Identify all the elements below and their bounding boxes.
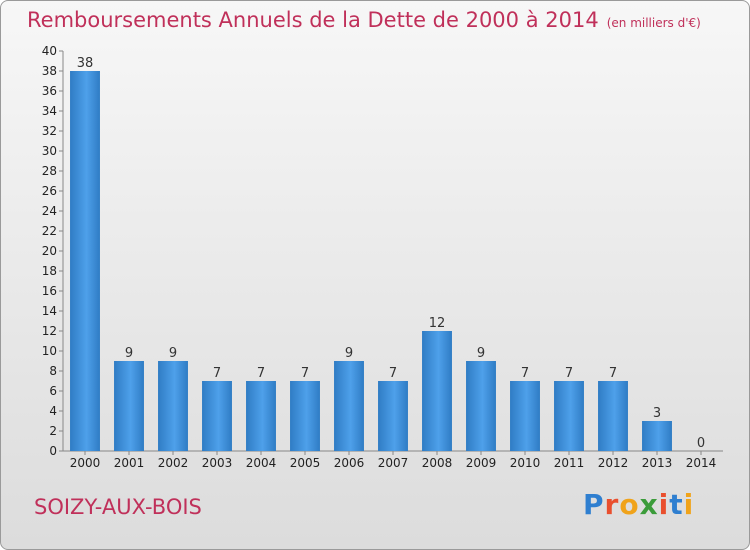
data-label: 7 — [609, 366, 617, 381]
y-tick-label: 8 — [49, 364, 57, 378]
x-tick-label: 2006 — [334, 456, 365, 470]
y-tick-label: 14 — [42, 304, 57, 318]
y-tick-label: 36 — [42, 84, 57, 98]
bar — [334, 361, 364, 451]
bar — [598, 381, 628, 451]
x-tick-label: 2000 — [70, 456, 101, 470]
bar — [378, 381, 408, 451]
data-label: 7 — [257, 366, 265, 381]
data-label: 9 — [477, 346, 485, 361]
y-tick-label: 30 — [42, 144, 57, 158]
y-tick-label: 22 — [42, 224, 57, 238]
data-label: 9 — [169, 346, 177, 361]
bar — [114, 361, 144, 451]
bar — [290, 381, 320, 451]
chart-title: Remboursements Annuels de la Dette de 20… — [27, 8, 701, 32]
y-tick-label: 28 — [42, 164, 57, 178]
y-tick-label: 18 — [42, 264, 57, 278]
y-tick-label: 4 — [49, 404, 57, 418]
bar — [554, 381, 584, 451]
x-tick-label: 2013 — [642, 456, 673, 470]
y-tick-label: 6 — [49, 384, 57, 398]
bar — [202, 381, 232, 451]
x-tick-label: 2004 — [246, 456, 277, 470]
y-tick-label: 16 — [42, 284, 57, 298]
x-tick-label: 2005 — [290, 456, 321, 470]
data-label: 3 — [653, 406, 661, 421]
x-tick-label: 2008 — [422, 456, 453, 470]
data-label: 7 — [565, 366, 573, 381]
proxiti-logo[interactable]: Proxiti — [583, 488, 695, 521]
x-tick-label: 2001 — [114, 456, 145, 470]
data-label: 9 — [345, 346, 353, 361]
y-tick-label: 10 — [42, 344, 57, 358]
bar — [422, 331, 452, 451]
data-label: 7 — [389, 366, 397, 381]
unit-label: (en milliers d'€) — [606, 16, 701, 30]
x-tick-label: 2002 — [158, 456, 189, 470]
data-label: 7 — [213, 366, 221, 381]
y-tick-label: 2 — [49, 424, 57, 438]
y-tick-label: 26 — [42, 184, 57, 198]
y-tick-label: 12 — [42, 324, 57, 338]
bar — [70, 71, 100, 451]
x-tick-label: 2011 — [554, 456, 585, 470]
y-tick-label: 24 — [42, 204, 57, 218]
data-label: 7 — [301, 366, 309, 381]
y-tick-label: 38 — [42, 64, 57, 78]
y-tick-label: 32 — [42, 124, 57, 138]
data-label: 7 — [521, 366, 529, 381]
data-label: 9 — [125, 346, 133, 361]
data-label: 38 — [77, 56, 94, 71]
y-tick-label: 34 — [42, 104, 57, 118]
y-tick-label: 40 — [42, 44, 57, 58]
x-tick-label: 2012 — [598, 456, 629, 470]
x-tick-label: 2009 — [466, 456, 497, 470]
commune-name: SOIZY-AUX-BOIS — [34, 495, 202, 519]
x-tick-label: 2003 — [202, 456, 233, 470]
bar — [466, 361, 496, 451]
x-tick-label: 2014 — [686, 456, 717, 470]
bar — [642, 421, 672, 451]
data-label: 12 — [429, 316, 446, 331]
bar — [246, 381, 276, 451]
data-label: 0 — [697, 436, 705, 451]
x-tick-label: 2010 — [510, 456, 541, 470]
bar — [510, 381, 540, 451]
bar — [158, 361, 188, 451]
y-tick-label: 20 — [42, 244, 57, 258]
chart-title-text: Remboursements Annuels de la Dette de 20… — [27, 8, 599, 32]
y-tick-label: 0 — [49, 444, 57, 458]
x-tick-label: 2007 — [378, 456, 409, 470]
